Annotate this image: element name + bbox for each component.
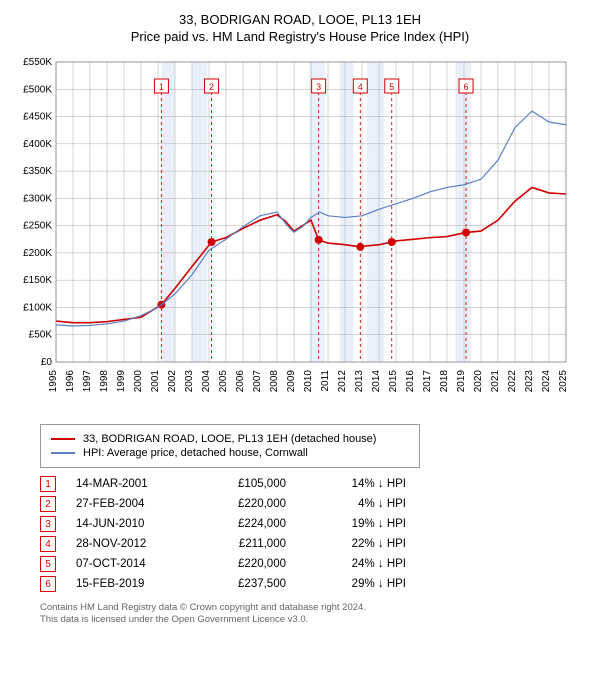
svg-text:1: 1 [159,82,164,92]
svg-text:2006: 2006 [235,370,246,393]
svg-text:5: 5 [389,82,394,92]
chart: £0 £50K £100K £150K £200K £250K £300K £350K £400… [10,52,590,412]
svg-text:£300K: £300K [23,193,52,204]
transaction-number-box: 2 [40,496,56,512]
transaction-price: £224,000 [206,518,286,530]
transaction-hpi: 4% ↓ HPI [306,498,406,510]
svg-text:£400K: £400K [23,139,52,150]
svg-text:2002: 2002 [167,370,178,393]
legend-row-hpi: HPI: Average price, detached house, Corn… [51,447,409,459]
svg-text:2014: 2014 [371,370,382,393]
svg-text:£350K: £350K [23,166,52,177]
svg-text:£550K: £550K [23,57,52,68]
footer-line-1: Contains HM Land Registry data © Crown c… [40,602,590,614]
transaction-date: 28-NOV-2012 [76,538,186,550]
transaction-date: 14-JUN-2010 [76,518,186,530]
svg-text:2: 2 [209,82,214,92]
legend-row-property: 33, BODRIGAN ROAD, LOOE, PL13 1EH (detac… [51,433,409,445]
transaction-price: £220,000 [206,558,286,570]
transaction-row: 1 14-MAR-2001 £105,000 14% ↓ HPI [40,476,590,492]
transaction-date: 14-MAR-2001 [76,478,186,490]
transaction-hpi: 19% ↓ HPI [306,518,406,530]
transaction-price: £211,000 [206,538,286,550]
transaction-number-box: 5 [40,556,56,572]
svg-text:2004: 2004 [201,370,212,393]
svg-text:2024: 2024 [541,370,552,393]
svg-text:4: 4 [358,82,363,92]
transaction-row: 5 07-OCT-2014 £220,000 24% ↓ HPI [40,556,590,572]
svg-text:2023: 2023 [524,370,535,393]
svg-text:1998: 1998 [99,370,110,393]
svg-text:2022: 2022 [507,370,518,393]
svg-text:2017: 2017 [422,370,433,393]
svg-text:1997: 1997 [82,370,93,393]
transaction-price: £237,500 [206,578,286,590]
transaction-hpi: 29% ↓ HPI [306,578,406,590]
svg-text:2010: 2010 [303,370,314,393]
svg-text:2021: 2021 [490,370,501,393]
transaction-row: 6 15-FEB-2019 £237,500 29% ↓ HPI [40,576,590,592]
legend-swatch-property [51,438,75,440]
footer: Contains HM Land Registry data © Crown c… [40,602,590,627]
title: 33, BODRIGAN ROAD, LOOE, PL13 1EH [10,12,590,27]
chart-svg: £0 £50K £100K £150K £200K £250K £300K £350K £400… [10,52,570,412]
svg-text:6: 6 [464,82,469,92]
svg-text:£500K: £500K [23,84,52,95]
svg-text:£100K: £100K [23,302,52,313]
transaction-number-box: 1 [40,476,56,492]
svg-text:2011: 2011 [320,370,331,392]
legend-swatch-hpi [51,452,75,454]
transactions-table: 1 14-MAR-2001 £105,000 14% ↓ HPI 2 27-FEB-200… [40,476,590,592]
subtitle: Price paid vs. HM Land Registry's House … [10,29,590,44]
svg-text:2016: 2016 [405,370,416,393]
svg-text:£450K: £450K [23,112,52,123]
svg-text:£200K: £200K [23,248,52,259]
svg-text:2013: 2013 [354,370,365,393]
svg-text:£0: £0 [41,357,53,368]
transaction-row: 2 27-FEB-2004 £220,000 4% ↓ HPI [40,496,590,512]
svg-text:1995: 1995 [48,370,59,393]
transaction-number-box: 6 [40,576,56,592]
svg-text:2005: 2005 [218,370,229,393]
svg-text:2007: 2007 [252,370,263,393]
svg-text:2000: 2000 [133,370,144,393]
svg-text:2008: 2008 [269,370,280,393]
transaction-date: 27-FEB-2004 [76,498,186,510]
svg-text:2018: 2018 [439,370,450,393]
transaction-hpi: 22% ↓ HPI [306,538,406,550]
chart-container: 33, BODRIGAN ROAD, LOOE, PL13 1EH Price … [10,12,590,627]
transaction-hpi: 14% ↓ HPI [306,478,406,490]
transaction-number-box: 3 [40,516,56,532]
svg-text:3: 3 [316,82,321,92]
transaction-row: 4 28-NOV-2012 £211,000 22% ↓ HPI [40,536,590,552]
svg-text:2015: 2015 [388,370,399,393]
svg-text:2019: 2019 [456,370,467,393]
footer-line-2: This data is licensed under the Open Gov… [40,614,590,626]
transaction-price: £105,000 [206,478,286,490]
svg-text:£150K: £150K [23,275,52,286]
svg-text:2009: 2009 [286,370,297,393]
svg-text:1996: 1996 [65,370,76,393]
transaction-number-box: 4 [40,536,56,552]
svg-text:£50K: £50K [29,330,53,341]
transaction-row: 3 14-JUN-2010 £224,000 19% ↓ HPI [40,516,590,532]
transaction-date: 07-OCT-2014 [76,558,186,570]
transaction-date: 15-FEB-2019 [76,578,186,590]
svg-text:2025: 2025 [558,370,569,393]
svg-text:2012: 2012 [337,370,348,393]
svg-text:2001: 2001 [150,370,161,393]
legend-label-hpi: HPI: Average price, detached house, Corn… [83,447,308,459]
legend: 33, BODRIGAN ROAD, LOOE, PL13 1EH (detac… [40,424,420,468]
svg-text:2003: 2003 [184,370,195,393]
svg-text:1999: 1999 [116,370,127,393]
transaction-price: £220,000 [206,498,286,510]
svg-text:2020: 2020 [473,370,484,393]
transaction-hpi: 24% ↓ HPI [306,558,406,570]
svg-text:£250K: £250K [23,221,52,232]
legend-label-property: 33, BODRIGAN ROAD, LOOE, PL13 1EH (detac… [83,433,376,445]
